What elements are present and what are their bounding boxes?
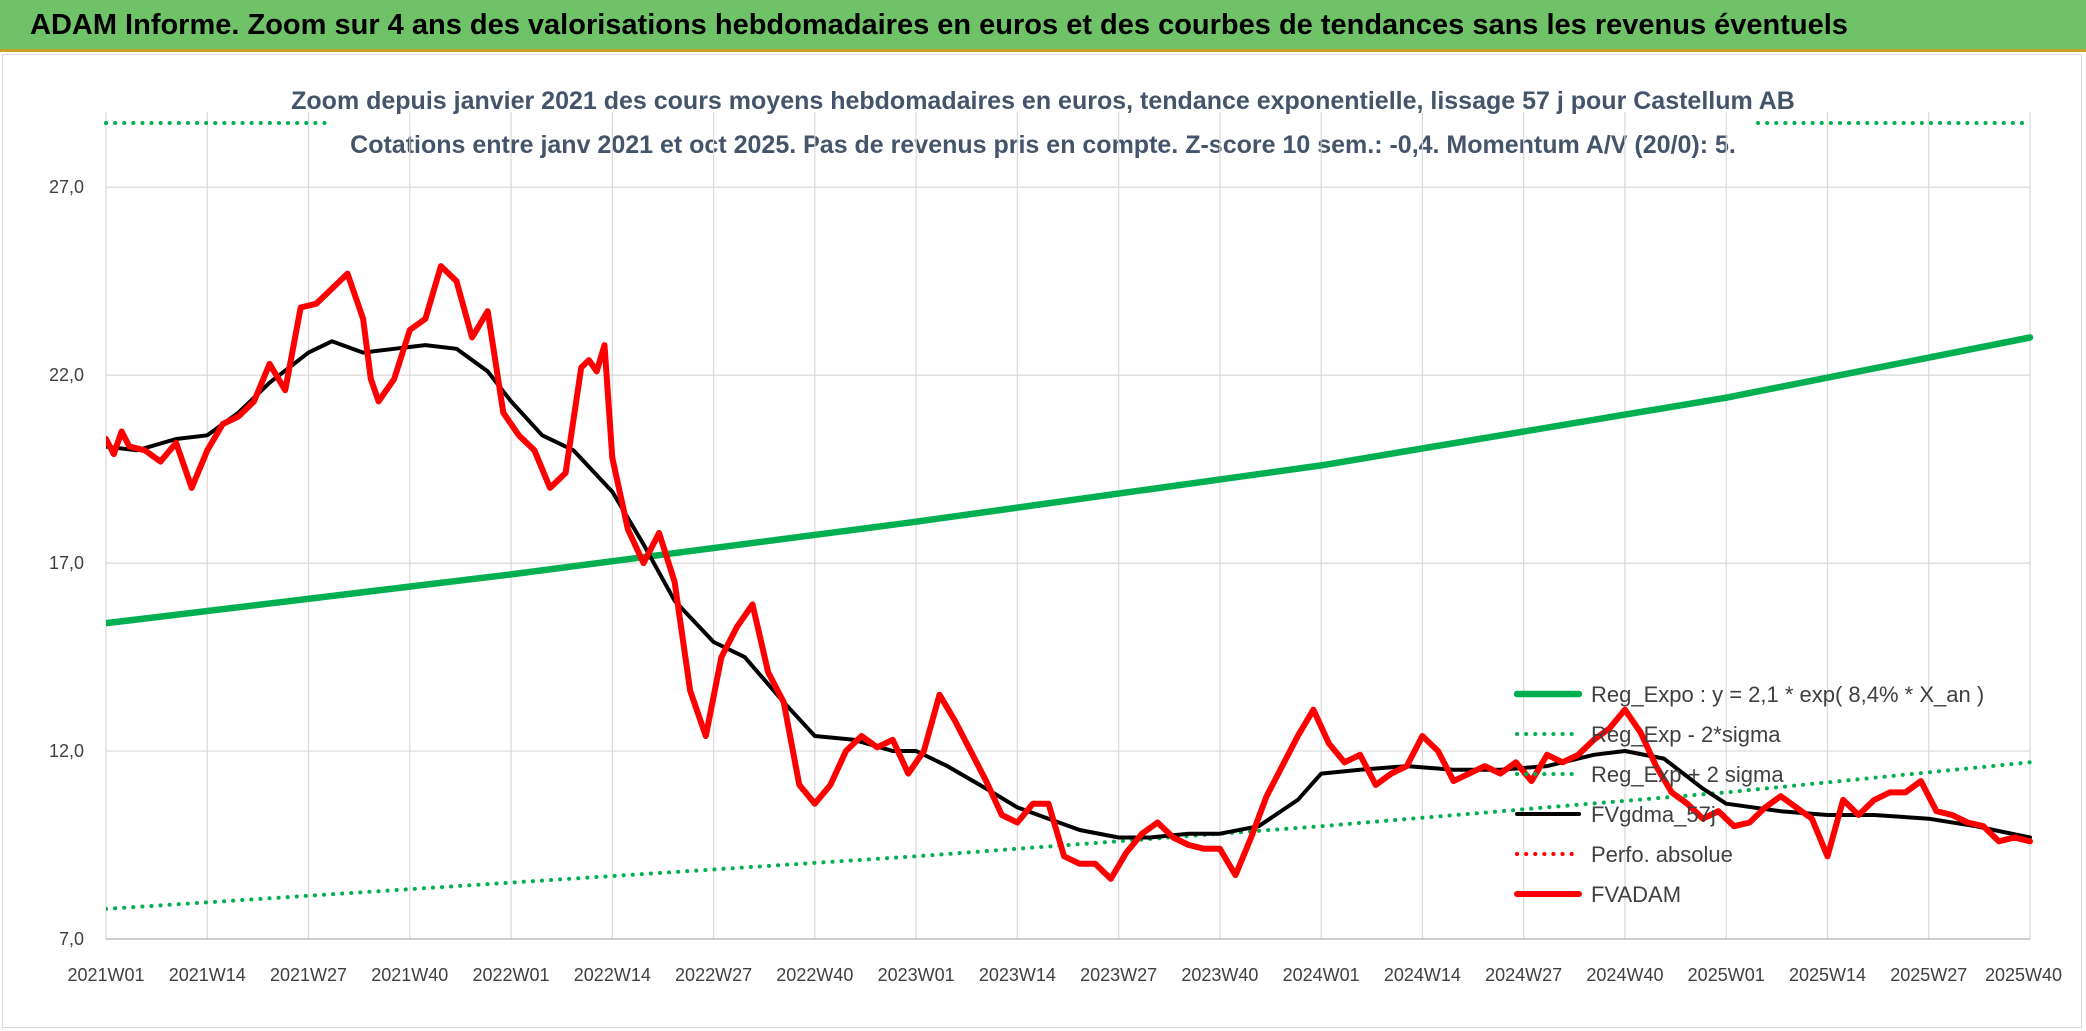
series-line-0 [106,334,2034,627]
x-tick-label: 2024W14 [1384,965,1461,985]
series-line-5 [106,263,2033,882]
series-line-1 [106,760,2032,911]
x-tick-label: 2025W40 [1985,965,2062,985]
x-tick-label: 2023W27 [1080,965,1157,985]
x-tick-label: 2024W27 [1485,965,1562,985]
x-tick-label: 2021W40 [371,965,448,985]
y-tick-label: 22,0 [49,365,84,385]
x-tick-label: 2025W01 [1688,965,1765,985]
x-tick-label: 2023W40 [1181,965,1258,985]
x-tick-label: 2022W27 [675,965,752,985]
series-line-3 [106,339,2032,840]
chart-frame [2,54,2082,1028]
legend-label-4: Perfo. absolue [1591,842,1733,867]
legend-label-3: FVgdma_57j [1591,802,1716,827]
x-tick-label: 2024W40 [1586,965,1663,985]
x-tick-label: 2022W40 [776,965,853,985]
x-tick-label: 2021W27 [270,965,347,985]
legend-label-2: Reg_Exp + 2 sigma [1591,762,1784,787]
y-tick-label: 12,0 [49,741,84,761]
x-tick-label: 2022W14 [574,965,651,985]
series-line-2 [106,0,2030,44]
x-tick-label: 2025W14 [1789,965,1866,985]
x-tick-label: 2021W14 [169,965,246,985]
axis-ticks: 7,0 12,0 17,0 22,0 27,0 2021W01 2021W14 2021W27… [49,177,2062,985]
x-tick-label: 2023W01 [878,965,955,985]
x-tick-label: 2021W01 [67,965,144,985]
y-tick-label: 7,0 [59,929,84,949]
series-lines [104,0,2034,911]
gridlines [105,112,2031,940]
legend-label-5: FVADAM [1591,882,1681,907]
legend-label-1: Reg_Exp - 2*sigma [1591,722,1781,747]
y-tick-label: 17,0 [49,553,84,573]
x-tick-label: 2024W01 [1283,965,1360,985]
chart-subtitle-line1: Zoom depuis janvier 2021 des cours moyen… [291,87,1795,115]
legend: Reg_Expo : y = 2,1 * exp( 8,4% * X_an ) R… [1513,682,1984,907]
x-tick-label: 2023W14 [979,965,1056,985]
y-tick-label: 27,0 [49,177,84,197]
title-banner: ADAM Informe. Zoom sur 4 ans des valoris… [0,0,2086,52]
report-title: ADAM Informe. Zoom sur 4 ans des valoris… [30,9,1848,41]
x-tick-label: 2022W01 [473,965,550,985]
chart-subtitle-line2: Cotations entre janv 2021 et oct 2025. P… [350,131,1736,159]
legend-label-0: Reg_Expo : y = 2,1 * exp( 8,4% * X_an ) [1591,682,1984,707]
x-tick-label: 2025W27 [1890,965,1967,985]
